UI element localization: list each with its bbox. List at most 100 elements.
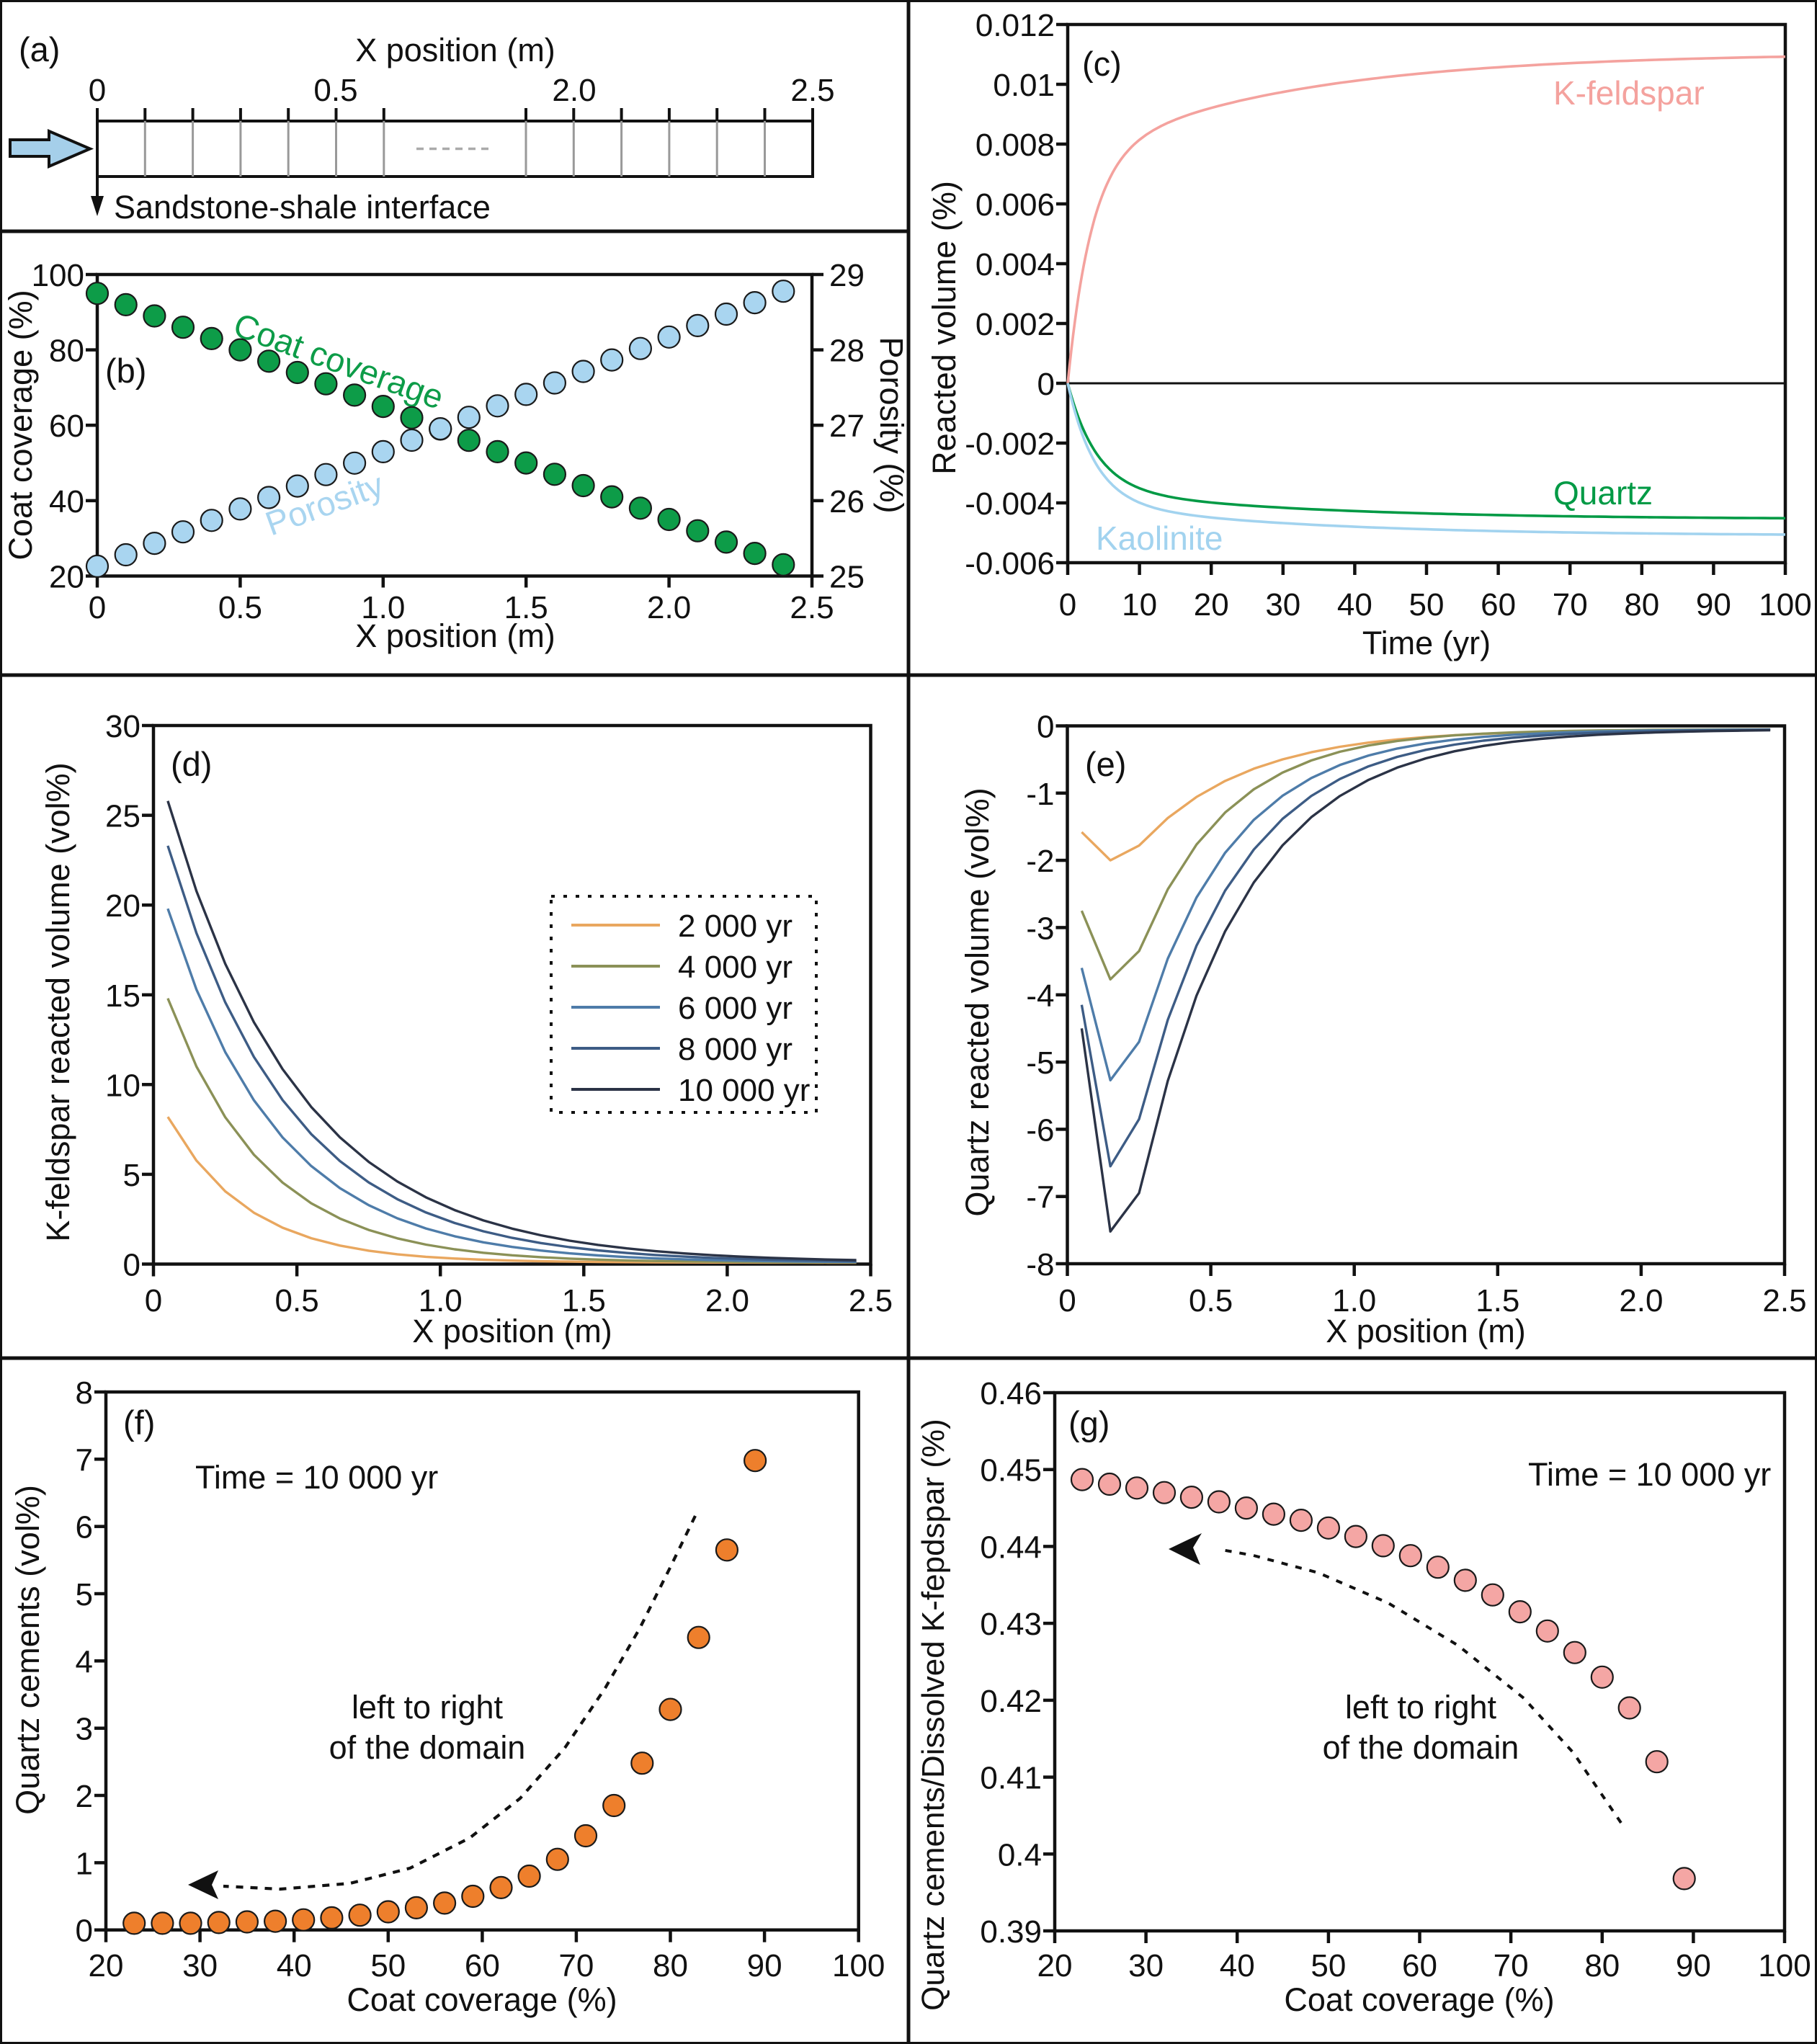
svg-text:-4: -4 [1026,978,1054,1014]
svg-text:-2: -2 [1026,844,1054,879]
svg-text:2.5: 2.5 [790,73,834,108]
svg-text:of the domain: of the domain [1323,1729,1519,1766]
svg-text:90: 90 [1676,1948,1711,1983]
svg-text:60: 60 [1402,1948,1437,1983]
svg-text:5: 5 [123,1158,140,1193]
svg-text:70: 70 [558,1948,594,1983]
svg-text:0: 0 [123,1248,140,1283]
svg-text:30: 30 [1265,587,1300,622]
svg-text:-5: -5 [1026,1045,1054,1081]
svg-text:100: 100 [1758,1948,1811,1983]
svg-text:100: 100 [832,1948,885,1983]
svg-text:Time = 10 000 yr: Time = 10 000 yr [1528,1456,1771,1493]
svg-text:Quartz cements (vol%): Quartz cements (vol%) [9,1485,46,1815]
svg-text:(e): (e) [1085,745,1126,783]
svg-text:Quartz cements/Dissolved K-fep: Quartz cements/Dissolved K-fepdspar (%) [916,1419,951,2011]
svg-text:(d): (d) [171,745,212,783]
svg-text:1.0: 1.0 [1332,1283,1376,1318]
svg-text:50: 50 [370,1948,406,1983]
svg-text:90: 90 [747,1948,782,1983]
svg-text:0: 0 [89,590,106,625]
svg-text:4: 4 [76,1644,93,1679]
svg-text:0.5: 0.5 [218,590,262,625]
svg-text:0: 0 [1037,367,1055,402]
svg-text:Sandstone-shale interface: Sandstone-shale interface [114,189,491,226]
svg-text:30: 30 [105,709,140,744]
svg-text:0.5: 0.5 [313,73,357,108]
svg-text:(f): (f) [123,1403,155,1442]
svg-text:0: 0 [1037,710,1054,745]
svg-text:K-feldspar: K-feldspar [1553,74,1705,112]
svg-text:Coat coverage (%): Coat coverage (%) [347,1981,617,2018]
svg-text:X position (m): X position (m) [355,32,555,68]
svg-text:2.5: 2.5 [849,1283,893,1318]
svg-text:1: 1 [76,1846,93,1881]
svg-text:0.5: 0.5 [275,1283,319,1318]
svg-text:0.44: 0.44 [980,1530,1042,1565]
svg-text:-3: -3 [1026,911,1054,946]
svg-text:2.0: 2.0 [552,73,596,108]
svg-text:29: 29 [829,258,865,293]
svg-text:2: 2 [76,1779,93,1814]
svg-text:1.5: 1.5 [1476,1283,1519,1318]
svg-text:30: 30 [182,1948,218,1983]
svg-text:of the domain: of the domain [329,1729,526,1766]
svg-text:1.5: 1.5 [504,590,548,625]
svg-text:Coat coverage (%): Coat coverage (%) [2,290,39,560]
svg-text:-6: -6 [1026,1112,1054,1148]
svg-text:50: 50 [1311,1948,1346,1983]
svg-text:0.43: 0.43 [980,1607,1042,1642]
svg-text:0.5: 0.5 [1189,1283,1233,1318]
svg-text:0: 0 [1058,1283,1076,1318]
svg-text:27: 27 [829,409,865,444]
svg-text:0.01: 0.01 [993,68,1055,103]
svg-text:2.5: 2.5 [1762,1283,1806,1318]
svg-text:0.002: 0.002 [976,307,1055,342]
svg-text:Reacted volume (%): Reacted volume (%) [926,181,963,475]
svg-text:1.0: 1.0 [361,590,405,625]
svg-text:40: 40 [1337,587,1372,622]
svg-text:left to right: left to right [352,1689,504,1726]
svg-text:0.008: 0.008 [976,128,1055,163]
svg-text:3: 3 [76,1712,93,1747]
svg-text:4 000 yr: 4 000 yr [678,950,793,985]
svg-text:15: 15 [105,978,140,1014]
svg-text:6 000 yr: 6 000 yr [678,991,793,1026]
svg-text:Quartz reacted volume (vol%): Quartz reacted volume (vol%) [959,787,996,1216]
svg-text:26: 26 [829,484,865,519]
svg-text:40: 40 [49,484,84,519]
svg-text:20: 20 [1194,587,1229,622]
svg-text:40: 40 [1220,1948,1255,1983]
svg-text:20: 20 [89,1948,124,1983]
svg-text:100: 100 [1759,587,1811,622]
svg-text:25: 25 [829,560,865,595]
svg-text:7: 7 [76,1442,93,1478]
svg-text:left to right: left to right [1345,1689,1497,1726]
svg-text:0.45: 0.45 [980,1453,1042,1489]
svg-text:0.4: 0.4 [998,1837,1042,1873]
svg-text:2 000 yr: 2 000 yr [678,909,793,944]
svg-text:Quartz: Quartz [1553,474,1653,512]
svg-text:2.0: 2.0 [647,590,691,625]
svg-text:1.0: 1.0 [419,1283,463,1318]
svg-text:(b): (b) [105,352,146,390]
svg-text:Kaolinite: Kaolinite [1096,519,1223,557]
svg-text:20: 20 [49,560,84,595]
svg-text:8 000 yr: 8 000 yr [678,1032,793,1067]
svg-text:0.004: 0.004 [976,247,1055,282]
svg-text:20: 20 [1037,1948,1073,1983]
svg-text:(a): (a) [19,30,60,68]
svg-text:0.39: 0.39 [980,1914,1042,1950]
svg-text:30: 30 [1128,1948,1164,1983]
svg-text:80: 80 [49,334,84,369]
svg-text:(c): (c) [1082,45,1122,83]
svg-text:8: 8 [76,1375,93,1411]
svg-text:1.5: 1.5 [562,1283,606,1318]
svg-text:(g): (g) [1068,1404,1110,1442]
svg-text:25: 25 [105,799,140,834]
svg-text:0: 0 [1059,587,1076,622]
svg-text:60: 60 [49,409,84,444]
svg-text:K-feldspar reacted volume (vol: K-feldspar reacted volume (vol%) [40,762,76,1241]
svg-text:Coat coverage (%): Coat coverage (%) [1284,1981,1554,2018]
svg-text:-0.002: -0.002 [965,427,1055,462]
